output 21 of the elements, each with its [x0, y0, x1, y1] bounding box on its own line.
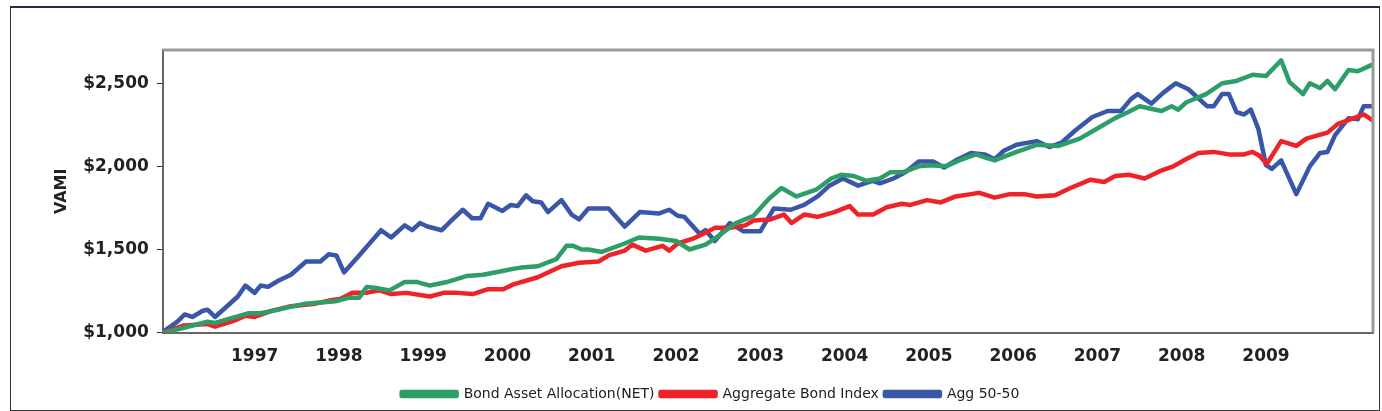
- x-tick-label: 2006: [989, 345, 1037, 366]
- x-tick-label: 2008: [1158, 345, 1206, 366]
- x-tick-label: 1998: [315, 345, 363, 366]
- x-tick-label: 2004: [820, 345, 869, 366]
- y-axis-title: VAMI: [50, 168, 70, 215]
- x-tick-label: 2007: [1073, 345, 1122, 366]
- x-tick-label: 1999: [399, 345, 447, 366]
- legend-label: Aggregate Bond Index: [722, 384, 879, 401]
- x-tick-label: 2000: [483, 345, 532, 366]
- legend-label: Bond Asset Allocation(NET): [463, 384, 655, 401]
- y-tick-label: $1,500: [83, 237, 149, 258]
- x-tick-label: 2001: [568, 345, 616, 366]
- x-tick-label: 2005: [905, 345, 953, 366]
- x-tick-label: 1997: [231, 345, 279, 366]
- y-tick-label: $2,500: [83, 71, 149, 92]
- legend-label: Agg 50-50: [946, 384, 1020, 401]
- x-tick-label: 2003: [736, 345, 784, 366]
- y-tick-label: $1,000: [83, 321, 149, 342]
- y-tick-label: $2,000: [83, 154, 149, 175]
- x-tick-label: 2009: [1242, 345, 1290, 366]
- x-tick-label: 2002: [652, 345, 700, 366]
